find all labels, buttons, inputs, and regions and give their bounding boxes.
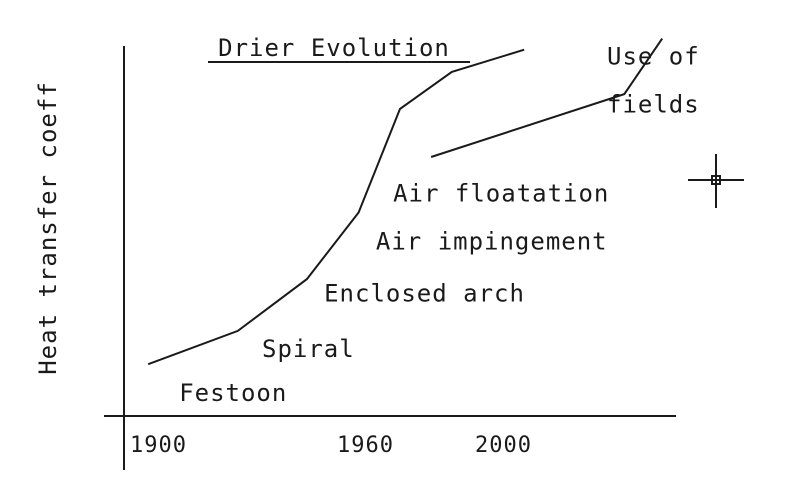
annotations: Festoon Spiral Enclosed arch Air impingemen… [179, 43, 700, 408]
annotation-label: Use of [607, 43, 700, 71]
chart-title: Drier Evolution [218, 34, 450, 62]
x-tick-label: 2000 [475, 433, 532, 458]
annotation-label: Spiral [262, 335, 355, 363]
annotation-label: Air floatation [393, 179, 609, 207]
series-line-2 [430, 38, 664, 158]
x-tick-label: 1960 [337, 433, 394, 458]
annotation-label: Enclosed arch [324, 279, 525, 307]
series-layer [147, 38, 664, 366]
x-tick-labels: 1900 1960 2000 [130, 433, 532, 458]
y-axis-label: Heat transfer coeff [34, 81, 62, 375]
annotation-label: Festoon [179, 379, 287, 407]
crosshair-icon [688, 154, 744, 208]
series-line-1 [147, 48, 525, 366]
annotation-label: Air impingement [376, 228, 608, 256]
x-tick-label: 1900 [130, 433, 187, 458]
annotation-label: fields [607, 91, 700, 119]
